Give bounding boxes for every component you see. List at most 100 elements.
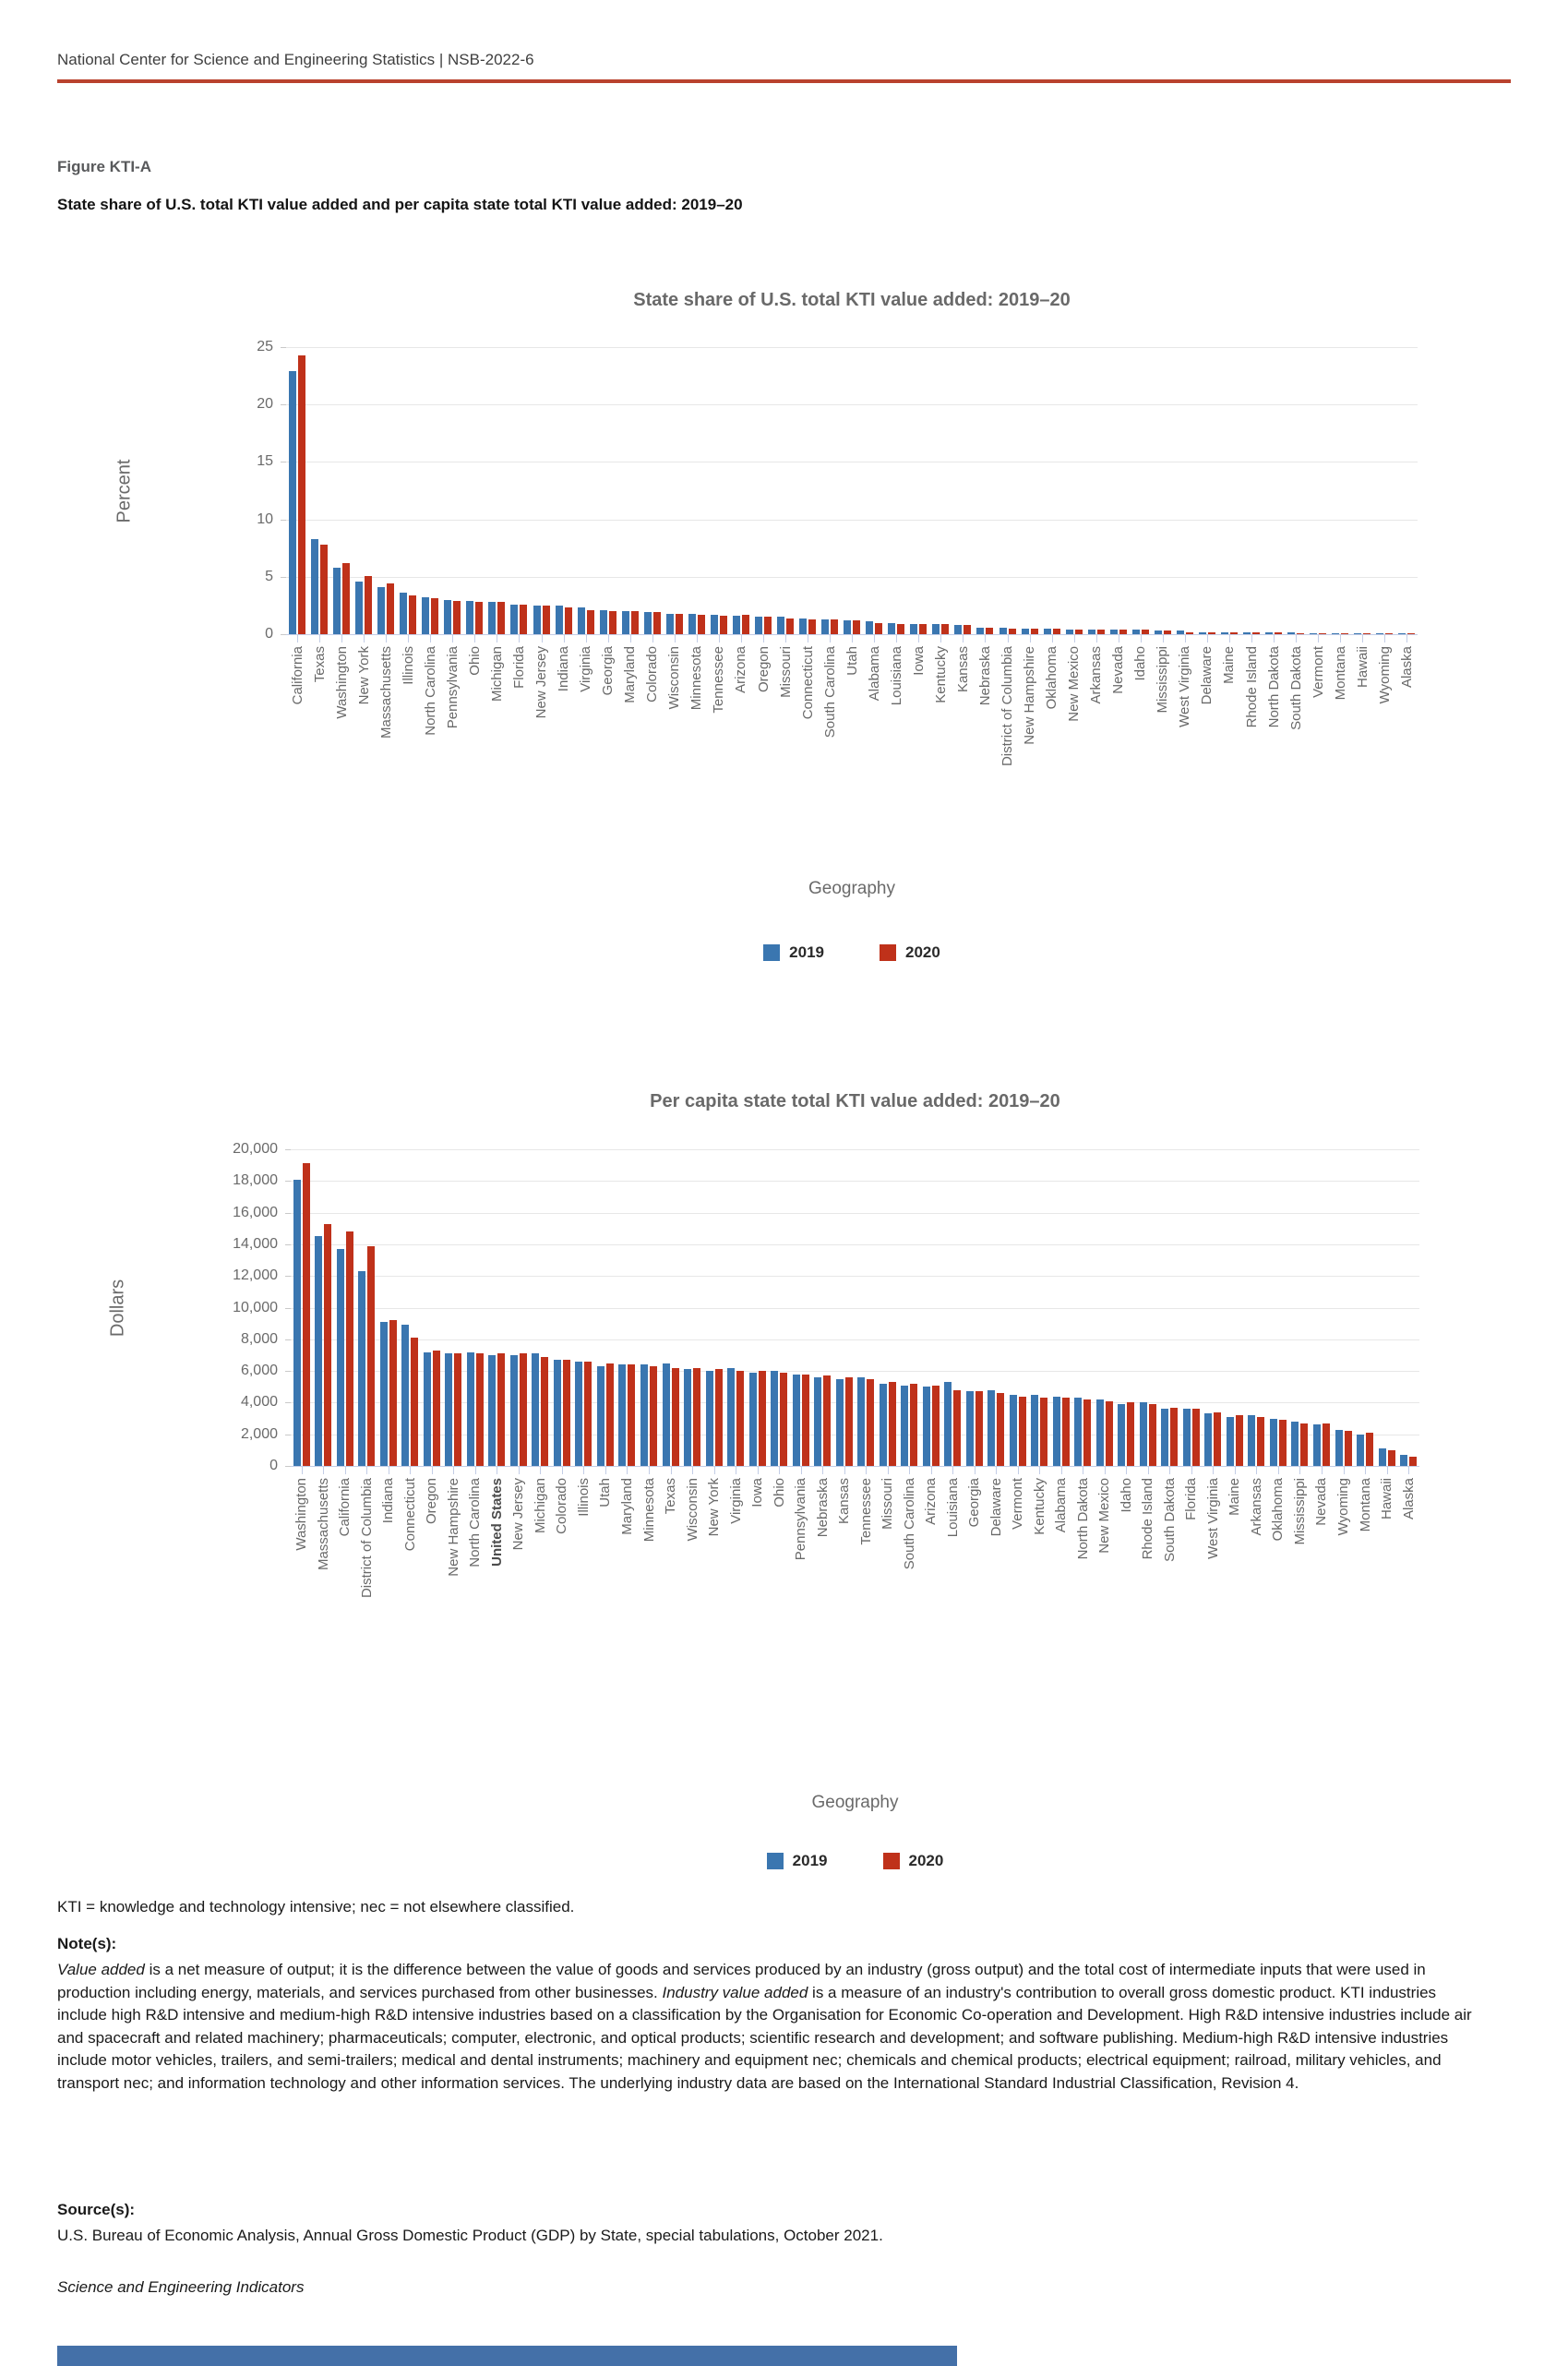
bar-2020[interactable] <box>719 616 727 634</box>
bar-2019[interactable] <box>879 1383 887 1466</box>
bar-2020[interactable] <box>714 1369 723 1466</box>
bar-2019[interactable] <box>509 1354 518 1466</box>
bar-2019[interactable] <box>355 581 364 634</box>
bar-2019[interactable] <box>1265 631 1274 634</box>
bar-2020[interactable] <box>953 1389 962 1466</box>
bar-2019[interactable] <box>844 620 852 634</box>
bar-2020[interactable] <box>1127 1402 1135 1466</box>
bar-2020[interactable] <box>997 1393 1005 1466</box>
bar-2019[interactable] <box>835 1378 844 1466</box>
bar-2019[interactable] <box>1095 1399 1104 1466</box>
bar-2020[interactable] <box>1083 1399 1092 1466</box>
bar-2019[interactable] <box>1287 631 1296 634</box>
bar-2019[interactable] <box>577 607 585 634</box>
bar-2020[interactable] <box>389 1320 397 1466</box>
bar-2020[interactable] <box>519 1353 527 1466</box>
bar-2020[interactable] <box>1163 631 1171 634</box>
bar-2019[interactable] <box>618 1364 627 1466</box>
bar-2019[interactable] <box>1043 628 1051 634</box>
legend-item-2019[interactable]: 2019 <box>763 943 824 962</box>
bar-2020[interactable] <box>497 1353 506 1466</box>
bar-2019[interactable] <box>422 597 430 634</box>
bar-2019[interactable] <box>922 1387 930 1466</box>
bar-2020[interactable] <box>630 611 639 634</box>
bar-2019[interactable] <box>1204 1413 1213 1466</box>
bar-2019[interactable] <box>1021 628 1029 634</box>
bar-2020[interactable] <box>1170 1407 1179 1466</box>
bar-2019[interactable] <box>777 617 785 634</box>
bar-2019[interactable] <box>1291 1421 1299 1466</box>
bar-2019[interactable] <box>944 1382 952 1466</box>
bar-2019[interactable] <box>866 621 874 634</box>
bar-2020[interactable] <box>1207 631 1215 634</box>
bar-2020[interactable] <box>1074 630 1083 634</box>
bar-2020[interactable] <box>342 562 351 634</box>
bar-2019[interactable] <box>1154 631 1162 634</box>
bar-2019[interactable] <box>293 1179 301 1466</box>
bar-2019[interactable] <box>315 1236 323 1466</box>
bar-2020[interactable] <box>875 622 883 634</box>
bar-2020[interactable] <box>1148 1404 1156 1466</box>
bar-2020[interactable] <box>1344 1431 1352 1466</box>
bar-2019[interactable] <box>662 1363 670 1466</box>
bar-2019[interactable] <box>575 1361 583 1466</box>
bar-2020[interactable] <box>1018 1396 1026 1466</box>
bar-2020[interactable] <box>1214 1411 1222 1466</box>
bar-2020[interactable] <box>867 1378 875 1466</box>
bar-2020[interactable] <box>1141 630 1149 634</box>
bar-2020[interactable] <box>542 605 550 634</box>
bar-2019[interactable] <box>1357 1434 1365 1466</box>
bar-2019[interactable] <box>1109 630 1118 634</box>
bar-2019[interactable] <box>1031 1394 1039 1466</box>
bar-2020[interactable] <box>324 1223 332 1466</box>
bar-2019[interactable] <box>965 1391 974 1466</box>
bar-2019[interactable] <box>901 1385 909 1466</box>
bar-2019[interactable] <box>932 623 940 634</box>
bar-2019[interactable] <box>1074 1398 1083 1466</box>
bar-2019[interactable] <box>976 627 985 634</box>
bar-2020[interactable] <box>608 611 616 634</box>
bar-2020[interactable] <box>1407 632 1416 634</box>
bar-2019[interactable] <box>466 600 474 634</box>
bar-2020[interactable] <box>475 1353 484 1466</box>
bar-2019[interactable] <box>445 1353 453 1466</box>
bar-2020[interactable] <box>831 619 839 634</box>
bar-2019[interactable] <box>401 1325 410 1466</box>
bar-2019[interactable] <box>987 1389 996 1466</box>
bar-2019[interactable] <box>510 604 519 634</box>
bar-2019[interactable] <box>1009 1394 1017 1466</box>
bar-2019[interactable] <box>705 1371 713 1466</box>
bar-2020[interactable] <box>919 623 928 634</box>
bar-2019[interactable] <box>488 1354 497 1466</box>
bar-2020[interactable] <box>475 602 484 634</box>
bar-2019[interactable] <box>379 1321 388 1466</box>
bar-2019[interactable] <box>532 1353 540 1466</box>
bar-2019[interactable] <box>792 1374 800 1466</box>
bar-2020[interactable] <box>1275 631 1283 634</box>
bar-2019[interactable] <box>727 1367 736 1466</box>
bar-2019[interactable] <box>488 602 497 634</box>
bar-2020[interactable] <box>584 1361 592 1466</box>
bar-2019[interactable] <box>336 1249 344 1466</box>
bar-2020[interactable] <box>1252 631 1261 634</box>
bar-2019[interactable] <box>1312 1424 1321 1466</box>
bar-2019[interactable] <box>748 1372 757 1466</box>
bar-2020[interactable] <box>345 1231 353 1466</box>
bar-2019[interactable] <box>732 616 740 634</box>
bar-2020[interactable] <box>1096 630 1105 634</box>
bar-2019[interactable] <box>1376 632 1384 634</box>
bar-2020[interactable] <box>1300 1423 1309 1466</box>
bar-2020[interactable] <box>409 595 417 634</box>
bar-2019[interactable] <box>1131 630 1140 634</box>
bar-2020[interactable] <box>1229 631 1238 634</box>
bar-2019[interactable] <box>311 538 319 634</box>
bar-2019[interactable] <box>533 605 541 634</box>
bar-2019[interactable] <box>814 1376 822 1466</box>
bar-2019[interactable] <box>466 1351 474 1466</box>
bar-2019[interactable] <box>400 593 408 634</box>
bar-2019[interactable] <box>1220 631 1228 634</box>
bar-2020[interactable] <box>675 613 683 634</box>
bar-2020[interactable] <box>1040 1398 1048 1466</box>
bar-2020[interactable] <box>586 609 594 634</box>
bar-2020[interactable] <box>1409 1456 1418 1466</box>
